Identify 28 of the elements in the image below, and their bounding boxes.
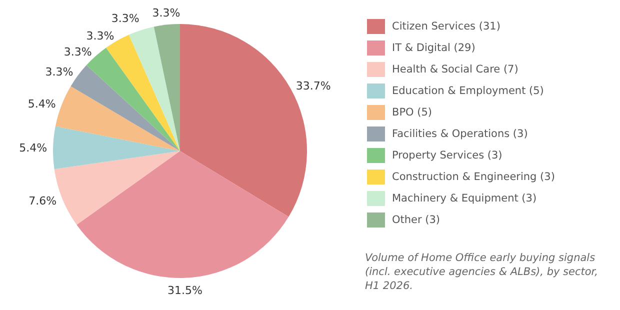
legend-label: Construction & Engineering (3) [392, 171, 555, 184]
data-label: 3.3% [86, 29, 114, 42]
data-label: 3.3% [152, 6, 180, 20]
text: Volume of Home Office early buying signals (incl. executive agencies & ALBs), by sector, H1 2026. [365, 252, 598, 292]
legend-label: Citizen Services (31) [392, 20, 500, 33]
data-label: 3.3% [64, 45, 92, 58]
pie-slice [55, 86, 180, 151]
legend-label: BPO (5) [392, 106, 432, 119]
legend-label: Property Services (3) [392, 150, 502, 162]
pie-slice [70, 65, 180, 151]
data-label: 7.6% [28, 194, 57, 208]
pie-slice [53, 126, 180, 170]
pie-slice [154, 24, 180, 151]
legend-label: Facilities & Operations (3) [392, 128, 528, 140]
pie-slice [76, 151, 289, 278]
legend-label: Health & Social Care (7) [392, 64, 518, 76]
data-label: 5.4% [19, 141, 48, 154]
pie-slice [54, 151, 180, 225]
data-label: 5.4% [28, 97, 56, 110]
data-label: 31.5% [168, 284, 202, 297]
legend-label: Machinery & Equipment (3) [392, 192, 537, 205]
data-label: 3.3% [45, 66, 74, 79]
legend-label: Other (3) [392, 214, 440, 226]
pie-slice [128, 26, 180, 151]
data-label: 33.7% [296, 80, 331, 93]
legend-label: IT & Digital (29) [392, 42, 476, 54]
data-label: 3.3% [111, 12, 140, 26]
legend-label: Education & Employment (5) [392, 85, 544, 98]
